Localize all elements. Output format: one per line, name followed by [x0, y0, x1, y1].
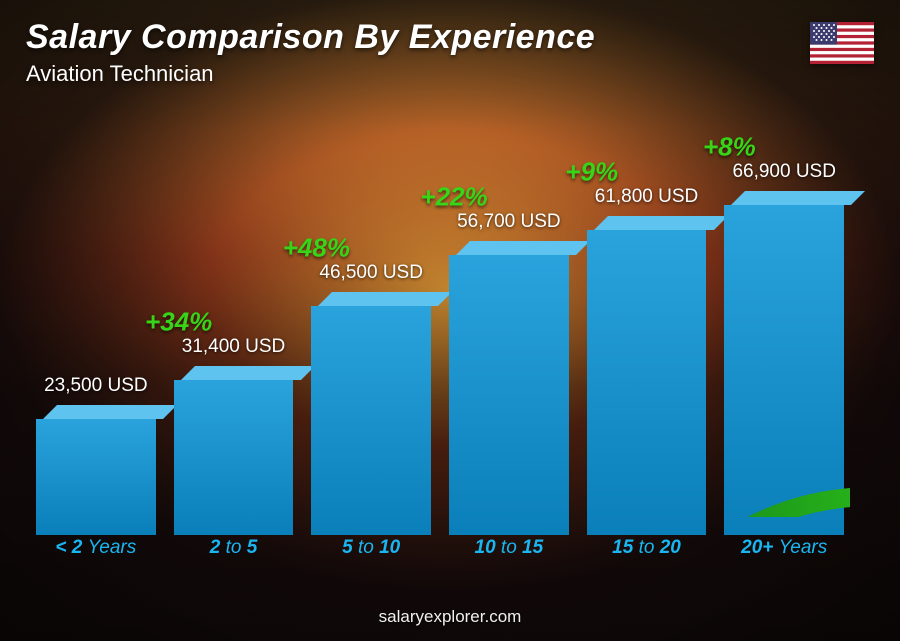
bar-col: 56,700 USD	[449, 211, 569, 535]
increment-label: +8%	[703, 132, 756, 163]
bar-col: 46,500 USD	[311, 262, 431, 535]
bar-body	[36, 419, 156, 535]
bar-value-label: 56,700 USD	[457, 211, 561, 233]
bar-body	[174, 380, 294, 535]
bar-chart: 23,500 USD 31,400 USD 46,500 USD 56,700 USD…	[30, 107, 850, 567]
footer-source: salaryexplorer.com	[0, 607, 900, 627]
header: Salary Comparison By Experience Aviation…	[26, 18, 595, 87]
infographic-stage: Salary Comparison By Experience Aviation…	[0, 0, 900, 641]
us-flag-icon	[810, 22, 874, 64]
x-axis-label: 20+ Years	[724, 537, 844, 567]
bar-body	[724, 205, 844, 535]
bar-top-face	[181, 366, 315, 380]
increment-label: +22%	[420, 182, 487, 213]
bar-top-face	[594, 216, 728, 230]
bar-col: 66,900 USD	[724, 161, 844, 535]
bar-body	[587, 230, 707, 535]
bar-value-label: 31,400 USD	[182, 336, 286, 358]
bar-col: 61,800 USD	[587, 186, 707, 535]
x-axis: < 2 Years 2 to 5 5 to 10 10 to 15 15 to 20 20…	[30, 537, 850, 567]
bar-top-face	[318, 292, 452, 306]
bar-top-face	[456, 241, 590, 255]
x-axis-label: 10 to 15	[449, 537, 569, 567]
bar-top-face	[731, 191, 865, 205]
bar-value-label: 46,500 USD	[319, 262, 423, 284]
increment-label: +34%	[145, 307, 212, 338]
bar-value-label: 61,800 USD	[595, 186, 699, 208]
bar-body	[311, 306, 431, 535]
bar-top-face	[43, 405, 177, 419]
bar-col: 23,500 USD	[36, 375, 156, 535]
x-axis-label: < 2 Years	[36, 537, 156, 567]
x-axis-label: 2 to 5	[174, 537, 294, 567]
increment-label: +9%	[565, 157, 618, 188]
bar-value-label: 66,900 USD	[732, 161, 836, 183]
page-subtitle: Aviation Technician	[26, 61, 595, 87]
x-axis-label: 15 to 20	[587, 537, 707, 567]
x-axis-label: 5 to 10	[311, 537, 431, 567]
bar-col: 31,400 USD	[174, 336, 294, 535]
increment-label: +48%	[283, 233, 350, 264]
bar-body	[449, 255, 569, 535]
page-title: Salary Comparison By Experience	[26, 18, 595, 57]
bar-value-label: 23,500 USD	[44, 375, 148, 397]
